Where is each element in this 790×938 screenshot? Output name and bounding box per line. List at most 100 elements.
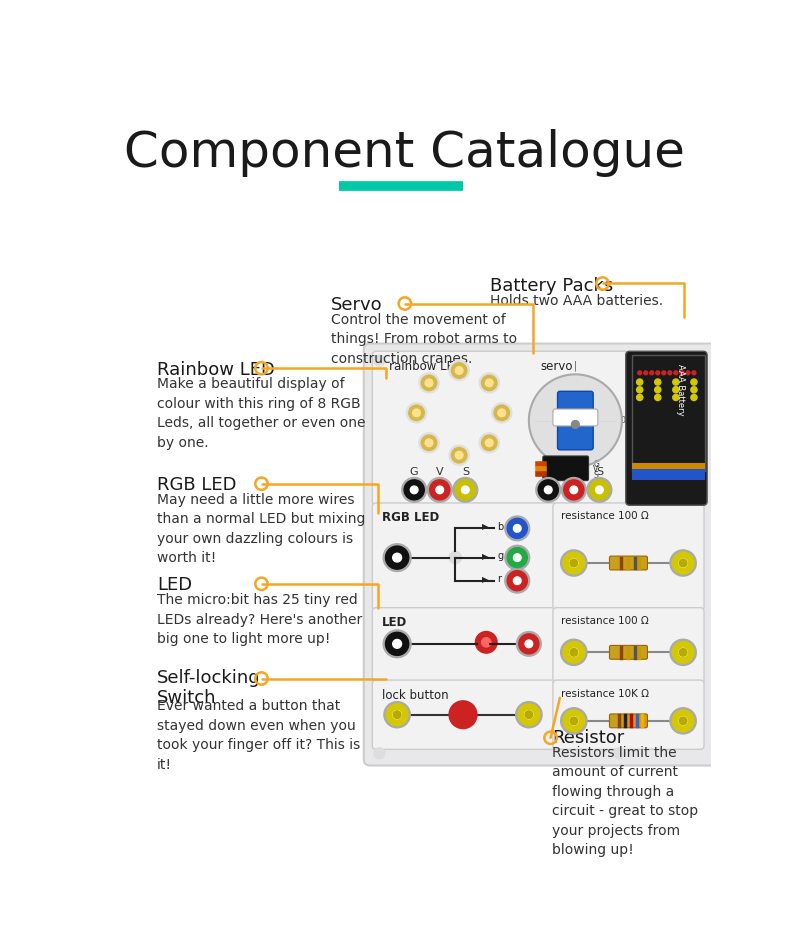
- Text: 1: 1: [656, 356, 660, 366]
- Circle shape: [419, 432, 439, 453]
- Text: g: g: [497, 552, 503, 561]
- Circle shape: [507, 548, 528, 567]
- Circle shape: [491, 402, 512, 423]
- Text: ▶: ▶: [482, 575, 488, 583]
- Circle shape: [455, 480, 476, 500]
- Circle shape: [673, 394, 679, 401]
- Circle shape: [561, 708, 587, 734]
- Circle shape: [525, 711, 532, 719]
- Circle shape: [517, 631, 541, 657]
- Text: 0: 0: [638, 356, 642, 366]
- Circle shape: [393, 553, 401, 562]
- Circle shape: [637, 394, 643, 401]
- Circle shape: [412, 409, 420, 416]
- Text: 0': 0': [620, 416, 627, 425]
- Circle shape: [638, 371, 641, 375]
- Circle shape: [485, 439, 493, 446]
- Circle shape: [425, 379, 433, 386]
- Text: RGB LED: RGB LED: [157, 476, 236, 494]
- Circle shape: [570, 486, 577, 493]
- Text: AAA Battery: AAA Battery: [675, 364, 684, 416]
- FancyBboxPatch shape: [626, 351, 707, 506]
- Circle shape: [421, 375, 437, 390]
- Circle shape: [430, 480, 450, 500]
- Circle shape: [393, 711, 401, 719]
- Text: G: G: [634, 386, 639, 391]
- Text: Servo: Servo: [331, 295, 383, 314]
- Circle shape: [563, 552, 585, 574]
- Text: V: V: [570, 467, 577, 477]
- Circle shape: [679, 648, 687, 657]
- Circle shape: [589, 480, 609, 500]
- Circle shape: [662, 371, 666, 375]
- Text: resistance 100 Ω: resistance 100 Ω: [562, 511, 649, 522]
- Circle shape: [516, 702, 542, 728]
- Circle shape: [402, 477, 427, 502]
- Text: lock button: lock button: [382, 688, 448, 702]
- Text: r: r: [497, 574, 501, 584]
- FancyBboxPatch shape: [609, 645, 648, 659]
- Text: LED: LED: [382, 616, 407, 629]
- Text: Component Catalogue: Component Catalogue: [125, 129, 685, 176]
- FancyBboxPatch shape: [632, 469, 705, 480]
- Circle shape: [480, 432, 499, 453]
- FancyBboxPatch shape: [609, 714, 648, 728]
- Text: 3: 3: [691, 356, 697, 366]
- Text: resistance 10K Ω: resistance 10K Ω: [562, 688, 649, 699]
- Text: Holds two AAA batteries.: Holds two AAA batteries.: [490, 294, 664, 308]
- Text: servo: servo: [540, 360, 573, 372]
- Circle shape: [507, 519, 528, 538]
- Circle shape: [690, 379, 697, 386]
- Circle shape: [570, 717, 578, 725]
- Circle shape: [637, 379, 643, 386]
- Circle shape: [383, 630, 411, 658]
- Circle shape: [406, 402, 427, 423]
- Circle shape: [680, 371, 684, 375]
- Circle shape: [386, 704, 408, 725]
- Circle shape: [673, 386, 679, 393]
- Circle shape: [449, 446, 469, 465]
- Circle shape: [656, 371, 660, 375]
- Text: V: V: [593, 465, 599, 475]
- FancyBboxPatch shape: [632, 463, 705, 469]
- Text: Rainbow LED: Rainbow LED: [157, 360, 275, 379]
- Text: Make a beautiful display of
colour with this ring of 8 RGB
Leds, all together or: Make a beautiful display of colour with …: [157, 377, 365, 450]
- Circle shape: [570, 559, 577, 567]
- Circle shape: [686, 371, 690, 375]
- Circle shape: [679, 648, 687, 657]
- FancyBboxPatch shape: [364, 343, 717, 765]
- Circle shape: [408, 405, 424, 420]
- Circle shape: [404, 480, 424, 500]
- Circle shape: [570, 648, 578, 657]
- Circle shape: [529, 374, 622, 467]
- Text: S: S: [462, 467, 469, 477]
- Circle shape: [386, 632, 408, 656]
- Circle shape: [427, 477, 452, 502]
- Circle shape: [673, 379, 679, 386]
- Text: S: S: [634, 371, 638, 377]
- Circle shape: [480, 373, 499, 393]
- Circle shape: [374, 356, 385, 366]
- Text: Resistor: Resistor: [552, 729, 624, 747]
- Circle shape: [544, 486, 552, 493]
- Text: |: |: [574, 361, 577, 371]
- Text: 2: 2: [674, 356, 679, 366]
- Circle shape: [536, 477, 561, 502]
- Text: May need a little more wires
than a normal LED but mixing
your own dazzling colo: May need a little more wires than a norm…: [157, 493, 365, 566]
- Text: G: G: [544, 467, 552, 477]
- Circle shape: [451, 447, 467, 463]
- Circle shape: [498, 409, 506, 416]
- Circle shape: [563, 642, 585, 663]
- Circle shape: [449, 701, 477, 729]
- Circle shape: [519, 634, 539, 654]
- Circle shape: [655, 379, 661, 386]
- Circle shape: [538, 480, 559, 500]
- Circle shape: [482, 435, 497, 450]
- FancyBboxPatch shape: [553, 608, 704, 685]
- Text: -: -: [405, 640, 409, 653]
- Circle shape: [482, 375, 497, 390]
- FancyBboxPatch shape: [543, 456, 589, 480]
- Circle shape: [525, 640, 532, 647]
- Circle shape: [564, 480, 584, 500]
- Circle shape: [668, 371, 672, 375]
